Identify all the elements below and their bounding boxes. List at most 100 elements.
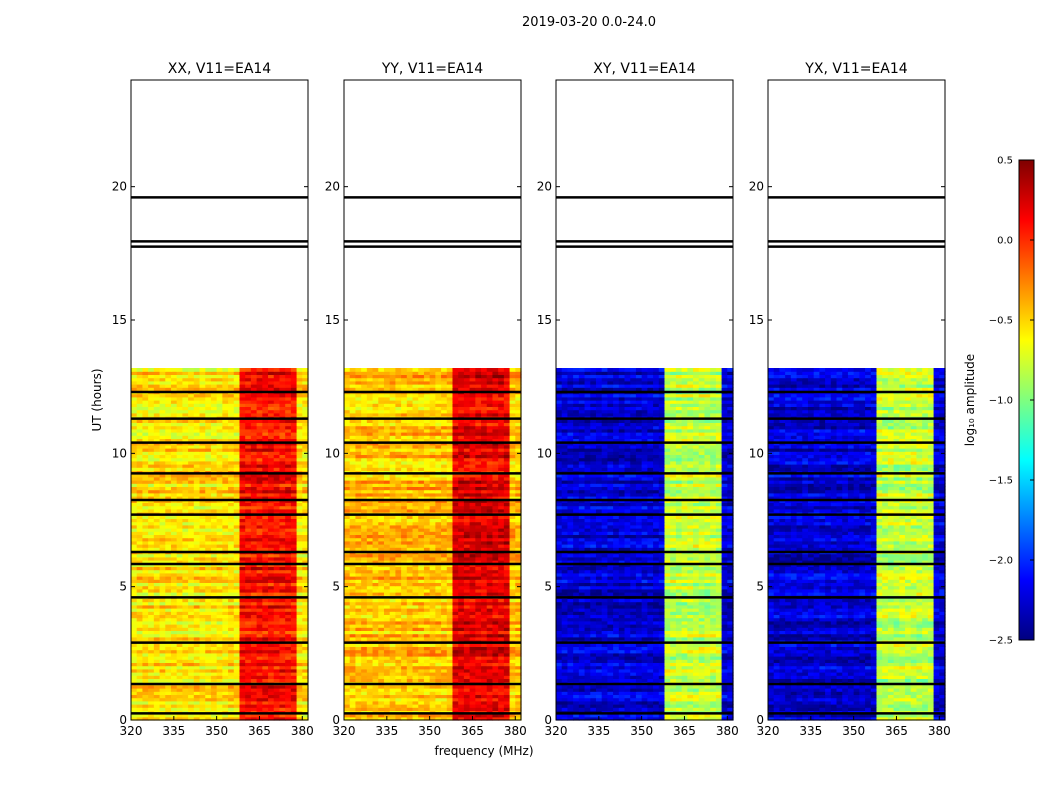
heatmap-cell [159,611,166,615]
heatmap-cell [131,534,138,539]
heatmap-cell [233,547,241,551]
heatmap-cell [279,502,286,507]
heatmap-cell [228,560,235,564]
heatmap-cell [159,496,166,500]
heatmap-cell [245,544,252,548]
heatmap-cell [279,544,286,548]
heatmap-cell [268,521,275,526]
heatmap-cell [245,582,252,587]
heatmap-cell [245,489,252,494]
heatmap-cell [216,544,223,548]
heatmap-cell [153,528,161,532]
heatmap-cell [279,624,286,628]
heatmap-cell [245,528,252,532]
heatmap-cell [210,566,218,571]
heatmap-cell [136,684,144,689]
heatmap-cell [210,572,218,577]
heatmap-cell [256,534,263,539]
heatmap-cell [182,649,189,654]
heatmap-cell [193,412,201,417]
figure-title: 2019-03-20 0.0-24.0 [522,15,656,30]
heatmap-cell [165,569,172,574]
heatmap-cell [290,592,298,596]
heatmap-cell [182,646,189,651]
heatmap-cell [136,432,144,436]
heatmap-cell [153,403,161,407]
heatmap-cell [250,630,258,635]
heatmap-cell [165,486,172,491]
heatmap-cell [296,691,303,695]
heatmap-cell [188,684,195,689]
heatmap-cell [290,576,298,580]
heatmap-cell [188,582,195,587]
heatmap-cell [239,694,246,699]
heatmap-cell [302,636,309,641]
heatmap-cell [273,457,281,462]
heatmap-cell [142,448,149,452]
heatmap-cell [239,489,246,494]
heatmap-cell [188,425,195,430]
heatmap-cell [239,419,246,423]
heatmap-cell [268,396,275,401]
heatmap-cell [285,537,292,542]
heatmap-cell [182,662,189,667]
heatmap-cell [165,464,172,468]
heatmap-cell [273,630,281,635]
heatmap-cell [279,486,286,491]
heatmap-cell [159,601,166,606]
heatmap-cell [199,569,206,574]
heatmap-cell [210,630,218,635]
heatmap-cell [273,556,281,561]
heatmap-cell [131,675,138,679]
heatmap-cell [131,521,138,526]
heatmap-cell [153,444,161,449]
heatmap-cell [233,572,241,577]
heatmap-cell [199,707,206,711]
heatmap-cell [199,694,206,699]
heatmap-cell [136,659,144,663]
heatmap-cell [142,451,149,455]
heatmap-cell [159,576,166,580]
heatmap-cell [165,531,172,535]
heatmap-cell [136,688,144,692]
heatmap-cell [290,684,298,689]
heatmap-cell [273,403,281,407]
heatmap-cell [210,396,218,401]
heatmap-cell [279,457,286,462]
heatmap-cell [210,627,218,631]
heatmap-cell [165,428,172,433]
heatmap-cell [233,646,241,651]
heatmap-cell [273,508,281,513]
heatmap-cell [302,691,309,695]
heatmap-cell [245,460,252,465]
heatmap-cell [176,521,183,526]
heatmap-cell [136,678,144,683]
heatmap-cell [250,406,258,411]
heatmap-cell [268,524,275,529]
heatmap-cell [210,480,218,484]
heatmap-cell [205,540,212,545]
heatmap-cell [153,489,161,494]
heatmap-cell [210,457,218,462]
heatmap-cell [136,668,144,673]
heatmap-cell [262,691,269,695]
heatmap-cell [262,412,269,417]
heatmap-cell [165,444,172,449]
heatmap-cell [131,636,138,641]
heatmap-cell [279,652,286,657]
heatmap-cell [159,662,166,667]
heatmap-cell [205,409,212,414]
heatmap-cell [262,560,269,564]
heatmap-cell [245,393,252,398]
heatmap-cell [131,620,138,625]
heatmap-cell [296,460,303,465]
heatmap-cell [245,556,252,561]
heatmap-cell [216,678,223,683]
heatmap-cell [131,448,138,452]
heatmap-cell [153,582,161,587]
heatmap-cell [199,464,206,468]
heatmap-cell [131,422,138,427]
heatmap-cell [142,454,149,459]
heatmap-cell [165,601,172,606]
heatmap-cell [228,521,235,526]
